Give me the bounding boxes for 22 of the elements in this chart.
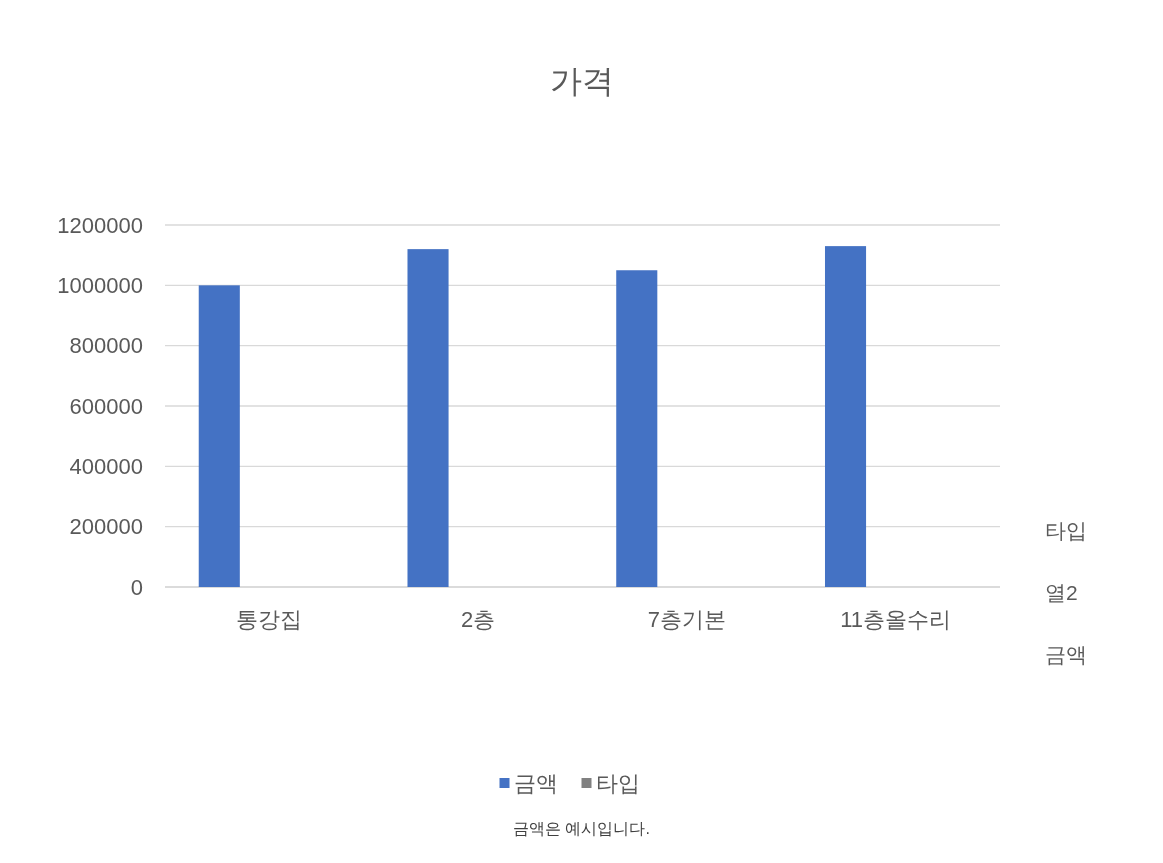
y-tick-label: 400000 [69,453,143,479]
x-tick-label: 통강집 [236,607,303,632]
y-tick-label: 800000 [69,333,143,359]
legend-label: 금액 [513,770,558,796]
x-tick-label: 7층기본 [647,607,726,632]
bar [198,285,240,587]
text: 열2 [1045,580,1078,604]
y-tick-label: 1000000 [57,272,143,298]
bar [616,270,658,587]
text: 금액 [1045,642,1087,666]
y-tick-label: 1200000 [57,212,143,238]
x-tick-label: 2층 [461,607,496,632]
text: 금액은 예시입니다. [513,820,650,837]
x-tick-label: 11층올수리 [840,607,952,632]
y-tick-label: 600000 [69,393,143,419]
legend-label: 타입 [595,770,640,796]
y-tick-label: 0 [130,574,143,600]
bar [407,249,449,587]
y-tick-label: 200000 [69,514,143,540]
chart-title: 가격 [549,63,614,99]
bar [824,246,867,587]
text: 타입 [1045,518,1087,542]
